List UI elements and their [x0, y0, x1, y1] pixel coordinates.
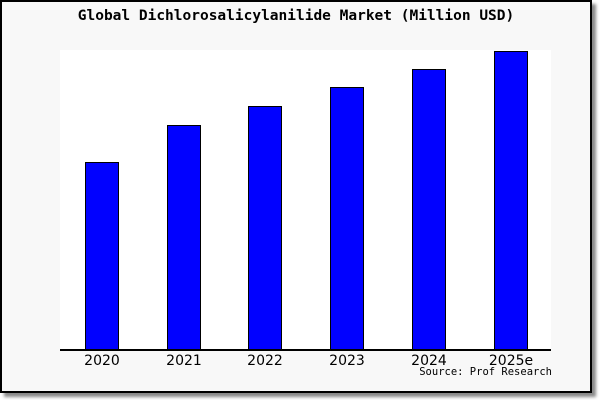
bar-2020 [85, 162, 119, 349]
x-tick-label-2021: 2021 [166, 353, 202, 369]
bar-2023 [330, 87, 364, 349]
x-tick-label-2025e: 2025e [488, 353, 534, 369]
bar-2022 [248, 106, 282, 349]
chart-title: Global Dichlorosalicylanilide Market (Mi… [77, 8, 515, 24]
x-tick-label-2022: 2022 [247, 353, 283, 369]
bar-2024 [412, 69, 446, 349]
bar-2021 [167, 125, 201, 349]
x-tick-label-2023: 2023 [329, 353, 365, 369]
x-tick-label-2024: 2024 [411, 353, 447, 369]
x-tick-label-2020: 2020 [84, 353, 120, 369]
bar-2025e [494, 51, 528, 349]
source-credit: Source: Prof Research [419, 366, 552, 378]
plot-area [60, 50, 551, 351]
chart-card: Global Dichlorosalicylanilide Market (Mi… [0, 0, 592, 393]
